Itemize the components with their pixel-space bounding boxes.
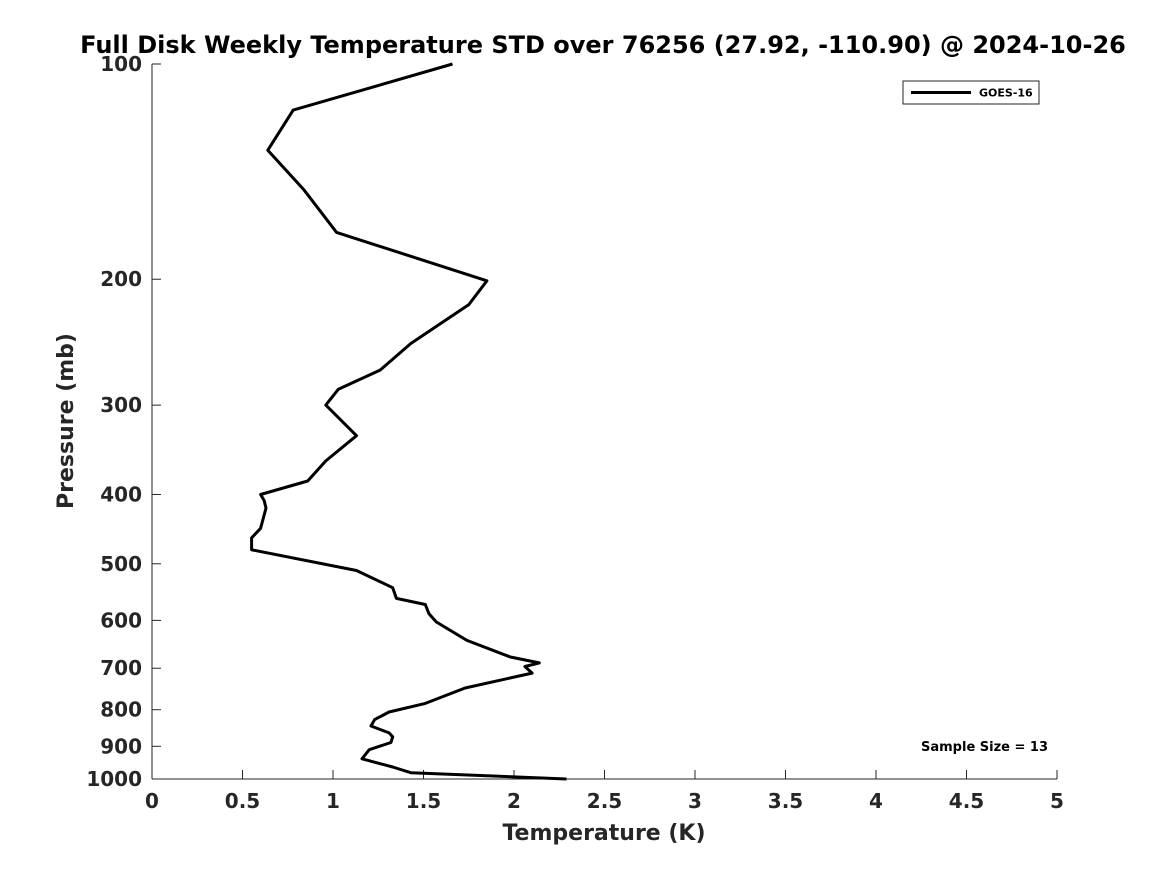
y-axis-label: Pressure (mb) [54,333,79,509]
chart-title: Full Disk Weekly Temperature STD over 76… [80,31,1126,59]
y-tick-label: 600 [100,608,142,632]
x-tick-label: 4.5 [949,789,984,813]
x-ticks: 0 0.5 1 1.5 2 2.5 3 3.5 4 4.5 5 [145,770,1064,813]
x-tick-label: 0.5 [225,789,260,813]
y-tick-label: 1000 [86,767,142,791]
y-tick-label: 500 [100,552,142,576]
series-line-goes-16 [250,62,567,781]
y-tick-label: 900 [100,734,142,758]
x-tick-label: 3 [688,789,702,813]
sample-size-annotation: Sample Size = 13 [921,740,1048,755]
y-tick-label: 800 [100,698,142,722]
y-tick-label: 400 [100,482,142,506]
x-tick-label: 3.5 [768,789,803,813]
legend: GOES-16 [902,80,1040,105]
x-tick-label: 1.5 [406,789,441,813]
x-tick-label: 4 [869,789,883,813]
y-ticks: 100 200 300 400 500 600 700 800 900 1000 [86,52,161,791]
x-axis-label: Temperature (K) [502,821,705,846]
series-group [250,62,567,781]
x-tick-label: 2.5 [587,789,622,813]
x-tick-label: 2 [507,789,521,813]
y-tick-label: 300 [100,393,142,417]
x-tick-label: 5 [1050,789,1064,813]
y-tick-label: 100 [100,52,142,76]
y-tick-label: 700 [100,656,142,680]
legend-label: GOES-16 [979,87,1033,100]
x-tick-label: 0 [145,789,159,813]
y-tick-label: 200 [100,267,142,291]
x-tick-label: 1 [326,789,340,813]
